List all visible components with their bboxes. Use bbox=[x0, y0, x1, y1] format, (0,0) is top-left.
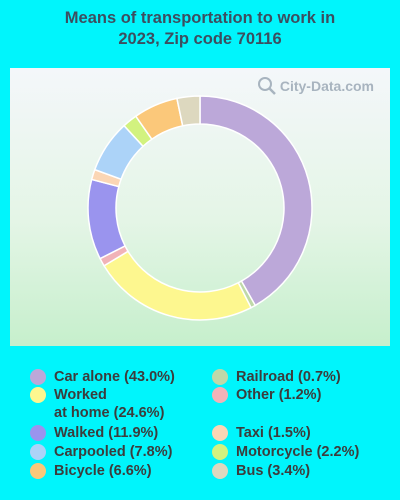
legend-item-2: Worked at home (24.6%) bbox=[30, 386, 164, 422]
legend-swatch-6 bbox=[30, 444, 46, 460]
legend-label-5: Taxi (1.5%) bbox=[236, 425, 311, 441]
legend-swatch-4 bbox=[30, 425, 46, 441]
legend-label-8: Bicycle (6.6%) bbox=[54, 463, 152, 479]
donut-chart bbox=[87, 95, 313, 321]
magnifier-icon bbox=[257, 77, 276, 95]
chart-title-line-2: 2023, Zip code 70116 bbox=[118, 30, 282, 48]
legend-label-1: Railroad (0.7%) bbox=[236, 369, 341, 385]
slice-0 bbox=[199, 95, 313, 307]
legend-item-8: Bicycle (6.6%) bbox=[30, 462, 152, 480]
slice-2 bbox=[103, 250, 253, 321]
legend-label-0: Car alone (43.0%) bbox=[54, 369, 175, 385]
legend-label-2: Worked at home (24.6%) bbox=[54, 387, 165, 421]
legend-swatch-1 bbox=[212, 369, 228, 385]
legend-swatch-5 bbox=[212, 425, 228, 441]
legend-swatch-3 bbox=[212, 387, 228, 403]
legend-item-9: Bus (3.4%) bbox=[212, 462, 310, 480]
watermark-text: City-Data.com bbox=[279, 78, 374, 94]
chart-title: Means of transportation to work in 2023,… bbox=[0, 8, 400, 50]
legend-swatch-8 bbox=[30, 463, 46, 479]
legend-label-6: Carpooled (7.8%) bbox=[54, 444, 173, 460]
legend-swatch-7 bbox=[212, 444, 228, 460]
legend-label-9: Bus (3.4%) bbox=[236, 463, 311, 479]
legend: Car alone (43.0%) Railroad (0.7%) Worked a… bbox=[0, 360, 400, 500]
legend-item-0: Car alone (43.0%) bbox=[30, 368, 175, 386]
legend-label-7: Motorcycle (2.2%) bbox=[236, 444, 360, 460]
legend-item-1: Railroad (0.7%) bbox=[212, 368, 341, 386]
legend-item-6: Carpooled (7.8%) bbox=[30, 443, 172, 461]
legend-swatch-0 bbox=[30, 369, 46, 385]
legend-label-4: Walked (11.9%) bbox=[54, 425, 159, 441]
legend-item-5: Taxi (1.5%) bbox=[212, 424, 311, 442]
slice-9 bbox=[176, 95, 201, 127]
watermark: City-Data.com bbox=[257, 76, 374, 96]
legend-label-3: Other (1.2%) bbox=[236, 387, 322, 403]
legend-swatch-9 bbox=[212, 463, 228, 479]
legend-item-4: Walked (11.9%) bbox=[30, 424, 158, 442]
legend-item-3: Other (1.2%) bbox=[212, 386, 321, 404]
legend-item-7: Motorcycle (2.2%) bbox=[212, 443, 359, 461]
legend-swatch-2 bbox=[30, 387, 46, 403]
chart-title-line-1: Means of transportation to work in bbox=[64, 9, 336, 27]
slice-4 bbox=[87, 178, 127, 260]
